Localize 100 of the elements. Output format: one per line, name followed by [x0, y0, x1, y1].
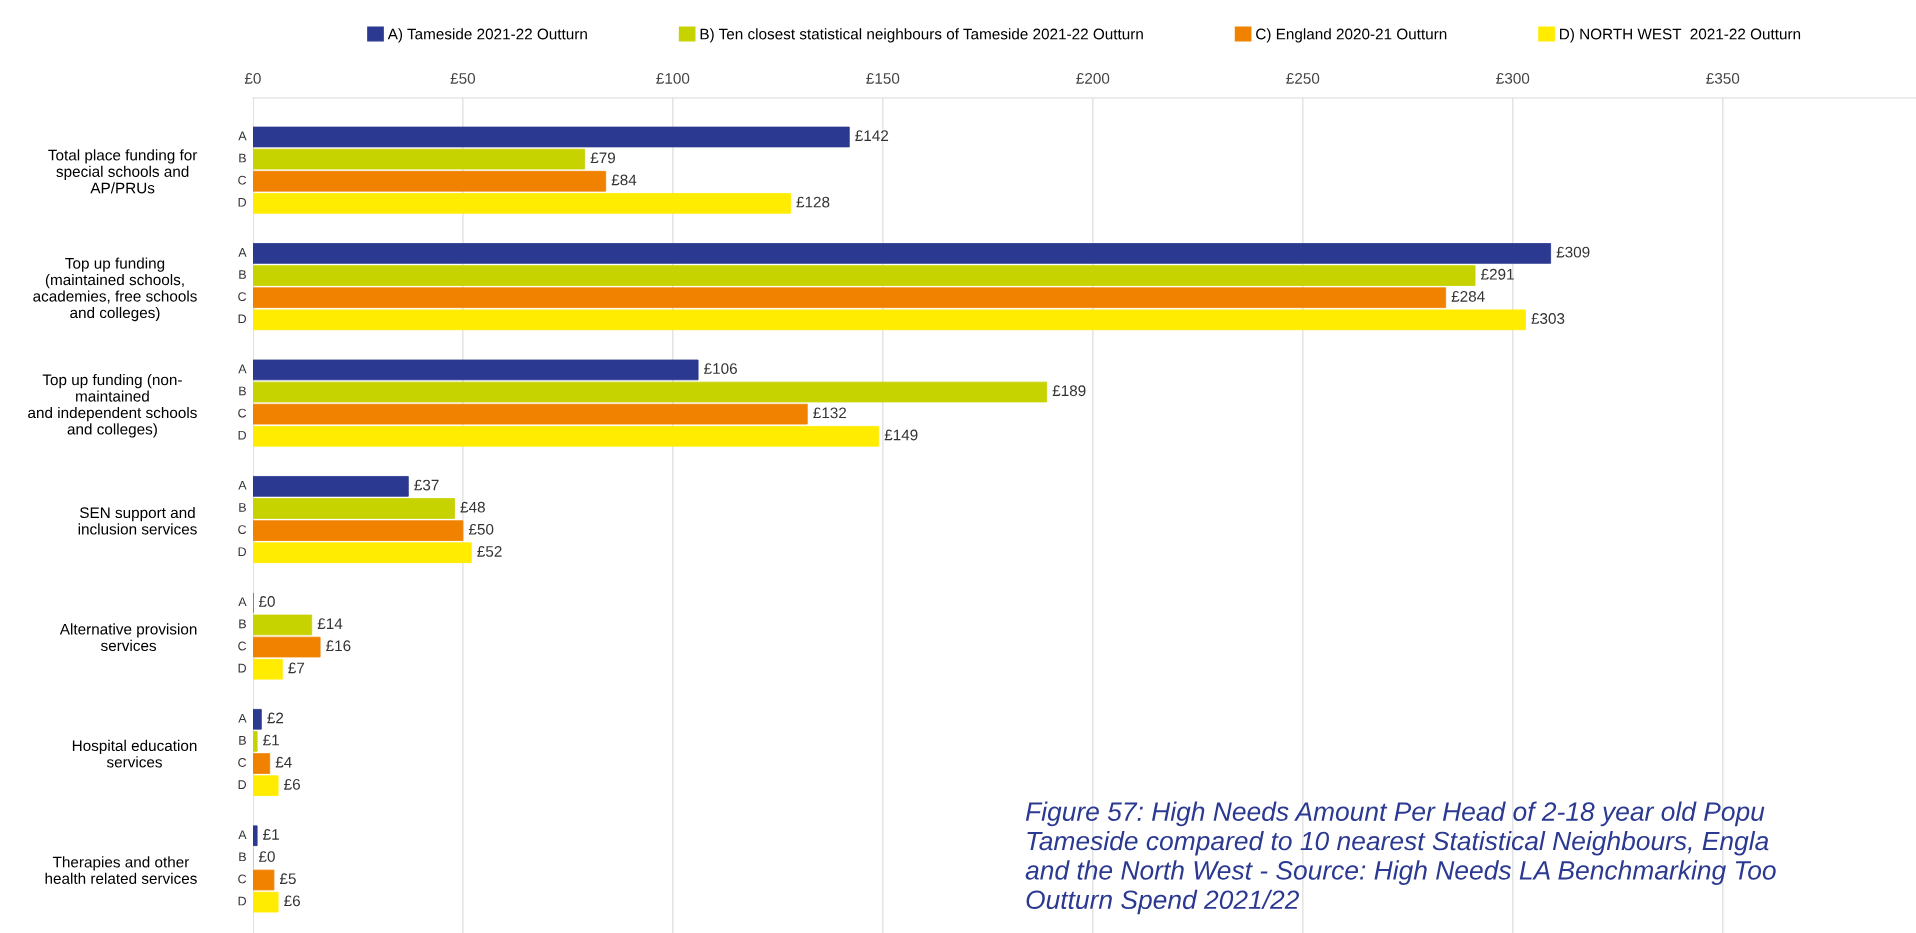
x-tick-label: £150: [866, 73, 900, 84]
bar: [252, 498, 455, 519]
text: D: [238, 896, 247, 906]
y-tick-label: Total place funding for special schools and AP/PRUs: [48, 149, 198, 194]
data-label: £132: [813, 407, 847, 419]
text: C: [238, 641, 247, 651]
x-tick-label: £300: [1496, 73, 1530, 84]
data-label: £0: [258, 596, 275, 607]
bar: [252, 614, 313, 636]
text: A: [238, 481, 247, 490]
text: C: [238, 292, 247, 302]
text: B: [239, 736, 246, 745]
data-label: £48: [460, 501, 485, 513]
legend-label: D) NORTH WEST 2021-22 Outturn: [1560, 28, 1801, 43]
data-label: £4: [275, 756, 292, 768]
text: A: [238, 713, 247, 723]
y-tick-label: Top up funding (maintained schools, academies, free schools and colleges): [33, 257, 197, 322]
data-label: £2: [267, 712, 284, 724]
data-label: £1: [263, 829, 279, 840]
legend-label: B) Ten closest statistical neighbours of Tameside 2021-22 Outturn: [700, 28, 1143, 43]
y-tick-label: Top up funding (non- maintained and independent schools and colleges): [28, 373, 197, 438]
data-label: £7: [288, 662, 305, 674]
bar: [252, 731, 258, 752]
text: A: [238, 248, 247, 257]
bar: [252, 753, 271, 774]
x-tick-label: £200: [1076, 73, 1110, 84]
y-tick-label: Hospital education services: [72, 739, 197, 768]
bar: [252, 708, 262, 730]
text: D: [238, 314, 247, 324]
data-label: £37: [414, 479, 439, 491]
bar: [252, 636, 321, 658]
text: A: [238, 830, 247, 839]
data-label: £309: [1556, 246, 1590, 258]
x-tick-label: £0: [244, 73, 261, 84]
data-label: £5: [279, 873, 296, 885]
bar: [252, 126, 850, 148]
data-label: £1: [263, 734, 279, 746]
legend-label: A) Tameside 2021-22 Outturn: [387, 28, 587, 43]
x-tick-label: £50: [450, 73, 476, 84]
data-label: £149: [884, 429, 918, 441]
bar: [252, 542, 472, 564]
text: C: [238, 408, 247, 418]
text: C: [238, 874, 247, 884]
y-tick-label: SEN support and inclusion services: [78, 506, 197, 535]
data-label: £0: [258, 851, 275, 862]
data-label: £189: [1052, 385, 1086, 397]
text: A: [238, 597, 247, 607]
data-label: £142: [855, 130, 889, 141]
bar: [252, 403, 808, 425]
bar: [252, 287, 1447, 309]
bar: [252, 775, 279, 796]
x-tick-label: £250: [1286, 73, 1320, 84]
text: D: [238, 663, 247, 673]
text: A: [238, 364, 247, 374]
text: B: [239, 619, 246, 629]
y-tick-label: Therapies and other health related services: [45, 856, 197, 884]
data-label: £84: [611, 174, 637, 186]
bar: [252, 193, 791, 214]
data-label: £291: [1481, 268, 1514, 280]
bar: [252, 476, 409, 497]
bar: [252, 170, 607, 192]
data-label: £6: [284, 895, 300, 907]
data-label: £303: [1531, 313, 1565, 324]
data-label: £106: [704, 363, 737, 375]
data-label: £284: [1451, 290, 1485, 302]
text: B: [239, 153, 246, 163]
text: B: [239, 270, 246, 279]
text: D: [238, 780, 247, 789]
text: D: [238, 198, 247, 207]
bar: [252, 243, 1552, 264]
bar: [252, 825, 258, 847]
bar: [252, 359, 699, 381]
data-label: £128: [796, 196, 830, 208]
data-label: £52: [477, 546, 502, 557]
legend-label: C) England 2020-21 Outturn: [1256, 28, 1447, 43]
text: C: [238, 525, 247, 534]
text: A: [238, 131, 247, 141]
bar: [252, 869, 275, 891]
annotation: Figure 57: High Needs Amount Per Head of 2-18 year old Popu Tameside compared to 10 nearest Statistical Neighbours, Engla and the North West - Source: High Needs LA Benchmarking Too Outturn Spend 2021/22: [1025, 801, 1776, 915]
bar: [252, 265, 1476, 286]
bar: [252, 309, 1526, 331]
text: B: [239, 503, 246, 512]
bar: [252, 148, 586, 170]
bar: [252, 425, 880, 447]
bar: [252, 658, 283, 680]
text: D: [238, 430, 247, 440]
y-tick-label: Alternative provision services: [59, 623, 197, 652]
x-tick-label: £350: [1706, 73, 1740, 84]
text: D: [238, 547, 247, 556]
data-label: £79: [590, 152, 616, 164]
bar: [252, 520, 464, 541]
data-label: £16: [326, 640, 351, 652]
text: C: [238, 758, 247, 767]
bar: [252, 891, 279, 913]
data-label: £50: [468, 523, 494, 535]
data-label: £6: [284, 778, 300, 790]
x-tick-label: £100: [656, 73, 690, 84]
text: B: [239, 852, 246, 862]
bar: [252, 381, 1048, 403]
data-label: £14: [317, 618, 343, 629]
